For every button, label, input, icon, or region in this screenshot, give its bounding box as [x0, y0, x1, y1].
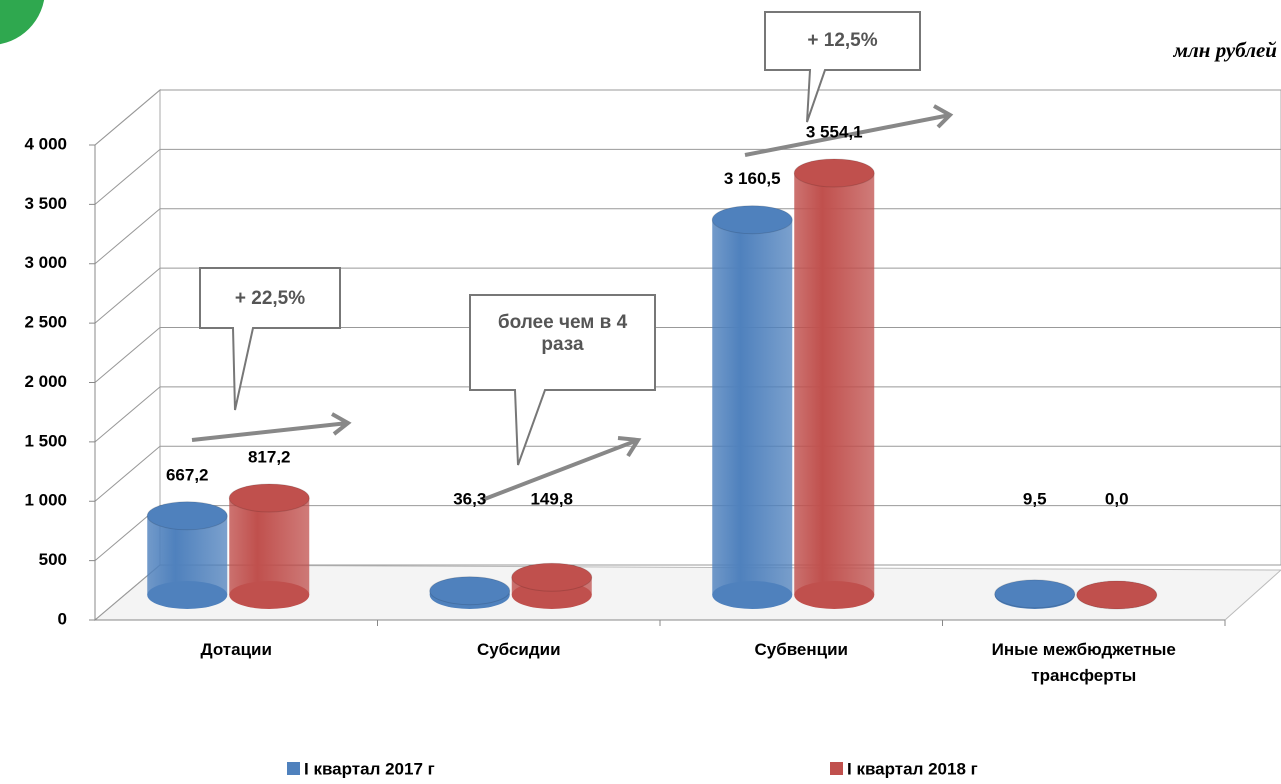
value-label: 3 554,1: [806, 122, 863, 141]
value-label: 149,8: [530, 489, 573, 508]
legend-label: I квартал 2017 г: [304, 759, 435, 778]
legend-swatch: [287, 762, 300, 775]
unit-label: млн рублей: [1173, 38, 1277, 62]
y-tick-label: 500: [39, 550, 67, 569]
bar-top: [711, 205, 793, 235]
trend-arrows: [191, 104, 954, 502]
y-tick-label: 2 500: [24, 313, 67, 332]
legend-label: I квартал 2018 г: [847, 759, 978, 778]
bar-top: [1076, 580, 1158, 610]
y-tick-label: 3 000: [24, 253, 67, 272]
y-tick-label: 3 500: [24, 194, 67, 213]
callouts: [199, 11, 921, 466]
value-label: 0,0: [1105, 489, 1129, 508]
y-tick-label: 1 000: [24, 491, 67, 510]
callout-box: [469, 294, 656, 466]
grid-line: [94, 386, 1281, 443]
bar-top: [228, 483, 310, 513]
annotation: более чем в 4 раза: [497, 312, 628, 355]
bar-top: [793, 158, 875, 188]
y-tick-label: 0: [58, 609, 67, 628]
bar: [794, 172, 875, 595]
x-tick-label: Субвенции: [754, 640, 849, 659]
value-label: 817,2: [248, 447, 291, 466]
bar-top: [511, 562, 593, 592]
grid-line: [94, 208, 1281, 265]
grid-line: [94, 445, 1281, 502]
bar: [712, 219, 793, 596]
bar-top: [429, 576, 511, 606]
value-label: 36,3: [453, 489, 486, 508]
y-tick-label: 2 000: [24, 372, 67, 391]
grid-line: [94, 267, 1281, 324]
callout-box: [199, 267, 341, 411]
corner-badge: [0, 0, 45, 45]
value-label: 9,5: [1023, 489, 1047, 508]
y-tick-label: 4 000: [24, 134, 67, 153]
arrow: [191, 412, 352, 442]
y-tick-label: 1 500: [24, 431, 67, 450]
grid-line: [94, 327, 1281, 383]
value-label: 3 160,5: [724, 169, 781, 188]
grid-line: [94, 148, 1281, 205]
x-tick-label: Дотации: [200, 640, 272, 659]
arrow: [481, 436, 642, 502]
grid-line: [94, 89, 1281, 146]
legend-swatch: [830, 762, 843, 775]
callout-box: [764, 11, 921, 123]
arrow: [744, 104, 954, 157]
bar-top: [146, 501, 228, 531]
value-label: 667,2: [166, 465, 209, 484]
x-tick-label: Иные межбюджетные трансферты: [991, 640, 1176, 685]
annotation: + 22,5%: [234, 288, 306, 309]
bar: [229, 497, 310, 595]
bar-top: [994, 579, 1076, 609]
x-tick-label: Субсидии: [476, 640, 561, 659]
annotation: + 12,5%: [807, 30, 878, 51]
